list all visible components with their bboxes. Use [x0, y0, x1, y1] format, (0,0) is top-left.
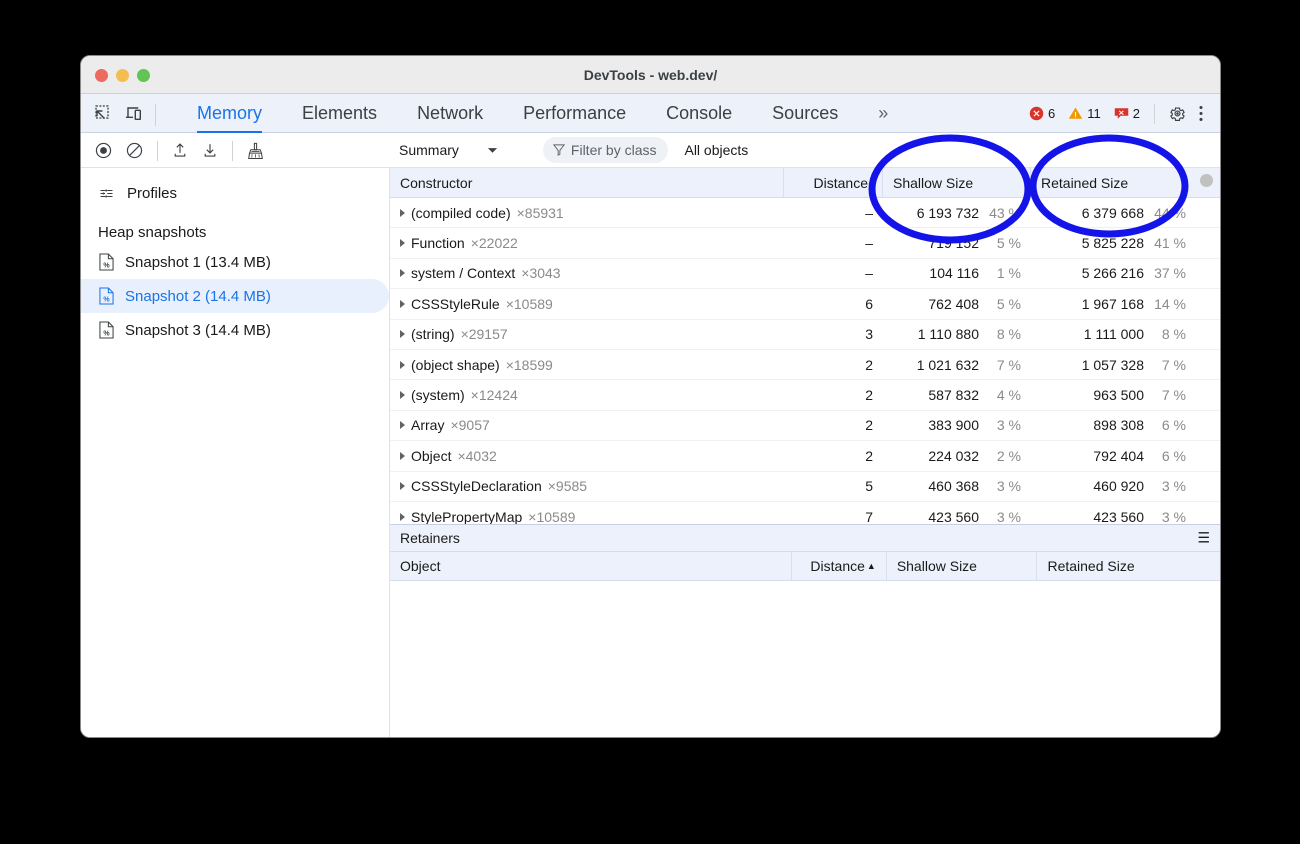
svg-text:%: %: [103, 331, 110, 338]
svg-text:%: %: [103, 297, 110, 304]
svg-text:%: %: [103, 263, 110, 270]
